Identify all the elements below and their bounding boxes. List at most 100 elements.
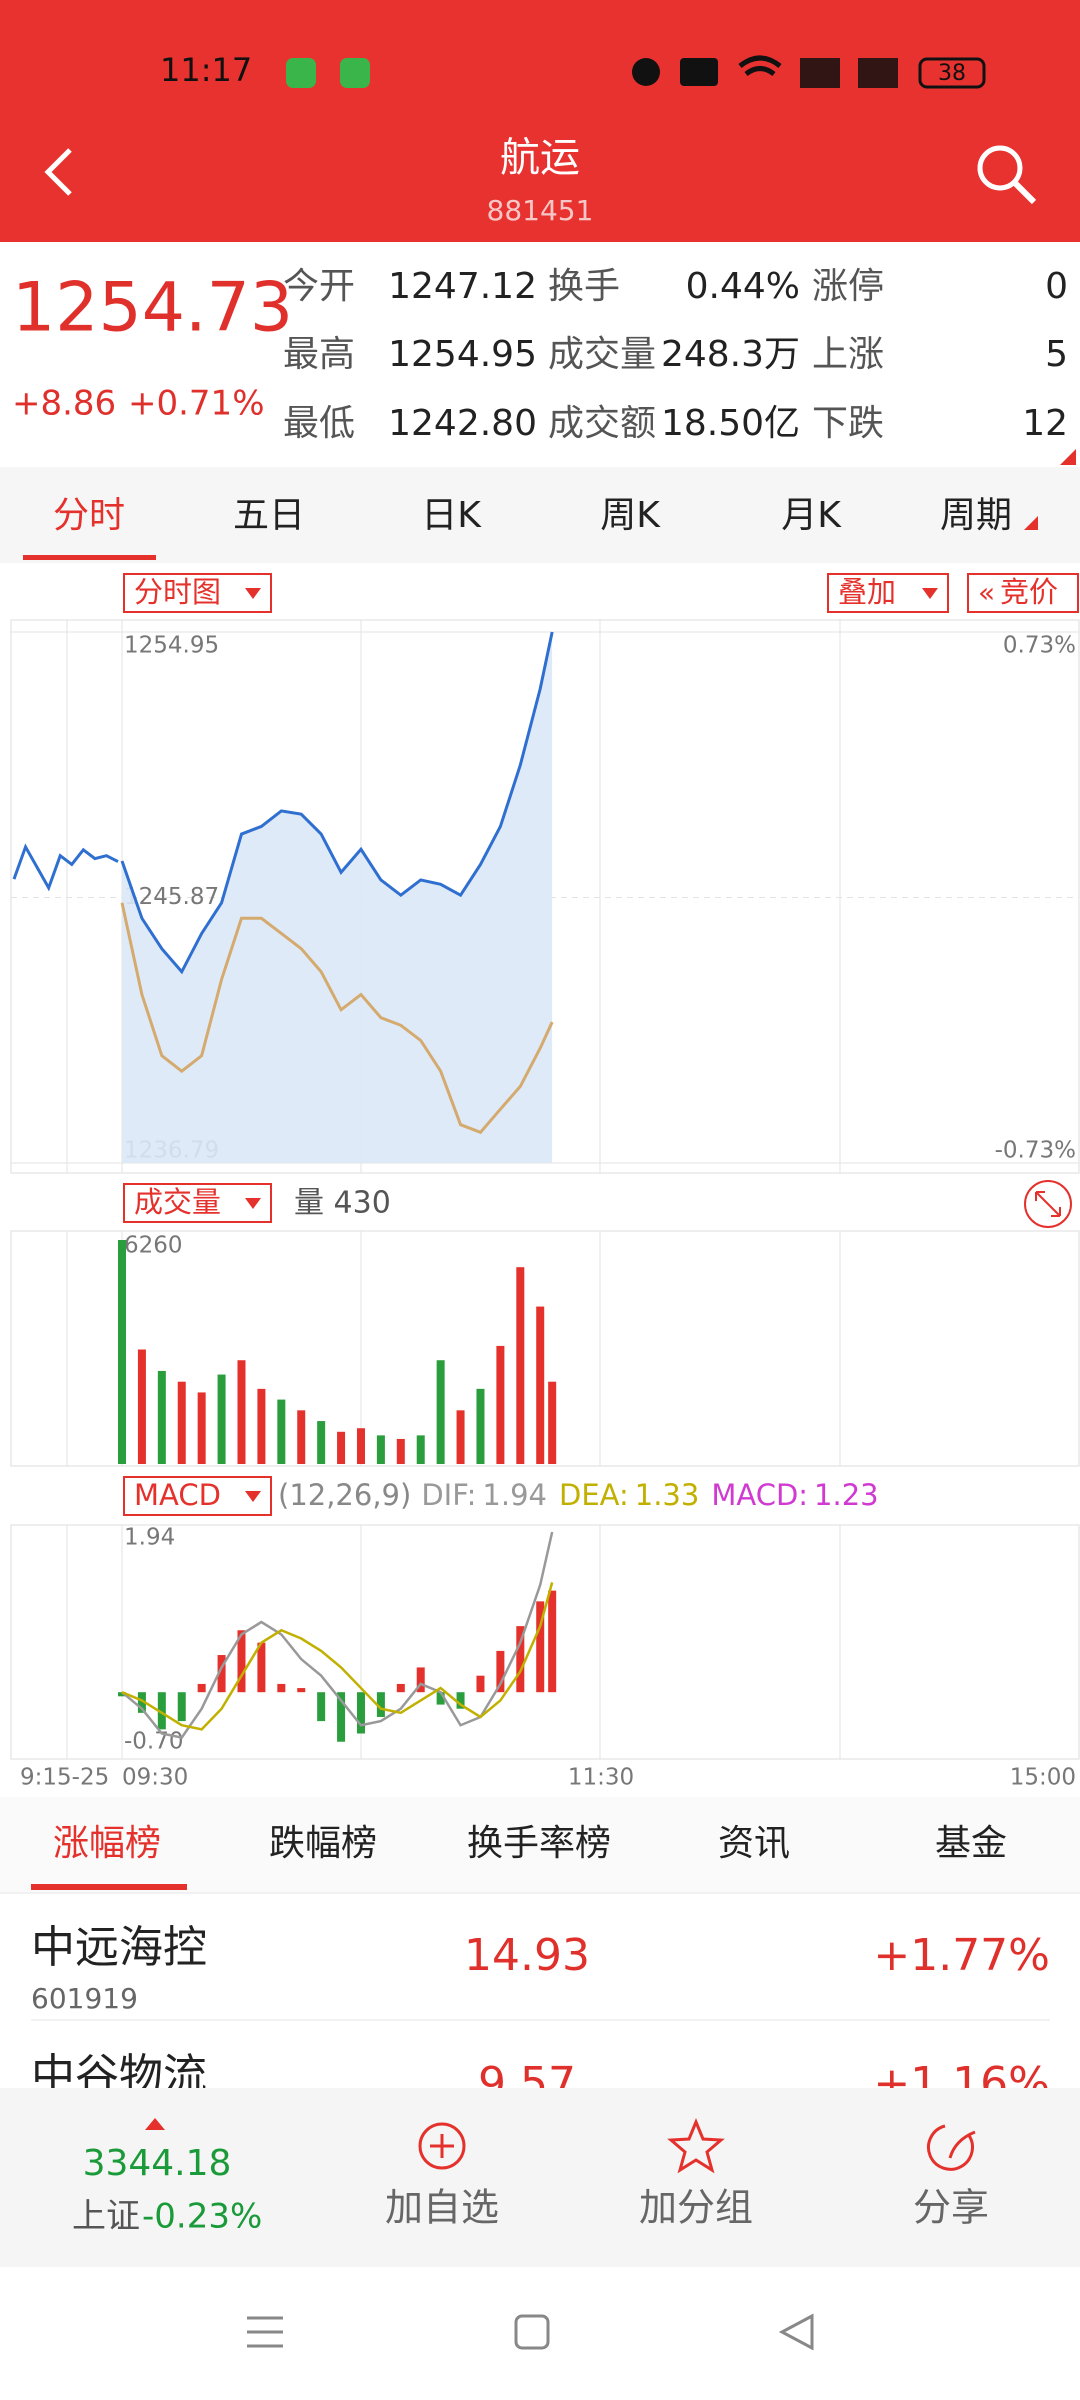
stat-label: 换手 xyxy=(548,266,620,307)
macd-line xyxy=(121,1582,554,1731)
header-bg xyxy=(0,0,1080,242)
toolbar-action[interactable]: 分享 xyxy=(913,2186,989,2230)
volume-bar xyxy=(536,1306,545,1464)
expand-button[interactable] xyxy=(1024,1180,1072,1228)
add-icon xyxy=(418,2122,466,2170)
battery xyxy=(918,57,986,89)
tab-underline xyxy=(23,555,156,560)
search-button[interactable] xyxy=(977,145,1037,205)
volume-bar xyxy=(376,1435,385,1464)
toolbar-action[interactable]: 加自选 xyxy=(385,2186,499,2230)
y2-tick-label: -0.73% xyxy=(995,1138,1076,1164)
volume-bar xyxy=(317,1421,326,1464)
menu-label: MACD xyxy=(134,1478,221,1512)
volume-bar xyxy=(416,1435,425,1464)
volume-bar xyxy=(356,1428,365,1464)
macd-bar xyxy=(237,1630,246,1693)
volume-bar xyxy=(217,1374,226,1464)
menu-button[interactable] xyxy=(123,1183,272,1223)
price-area xyxy=(122,632,553,1163)
battery-level: 38 xyxy=(938,61,966,86)
volume-bar xyxy=(197,1392,206,1464)
volume-bar xyxy=(496,1345,505,1464)
macd-bar xyxy=(197,1683,206,1693)
back-button[interactable] xyxy=(44,148,72,196)
period-tab[interactable]: 分时 xyxy=(53,495,125,536)
menu-arrow xyxy=(245,1491,261,1502)
nav-bar xyxy=(247,2313,814,2351)
chart-frame xyxy=(10,619,1080,1174)
auction-button[interactable] xyxy=(967,573,1079,613)
star-icon xyxy=(667,2118,725,2174)
stat-label: 涨停 xyxy=(812,266,884,307)
y2-tick-label: 0.73% xyxy=(1003,633,1076,659)
app-icon xyxy=(340,58,370,88)
macd-bar xyxy=(177,1692,186,1722)
list-tab[interactable]: 基金 xyxy=(935,1823,1007,1864)
volume-bar xyxy=(476,1388,485,1464)
macd-bar xyxy=(496,1650,505,1693)
toolbar-action[interactable]: 加分组 xyxy=(639,2186,753,2230)
stat-value: 248.3万 xyxy=(661,334,800,375)
macd-bar xyxy=(456,1692,465,1709)
menu-arrow xyxy=(245,588,261,599)
tab-bar xyxy=(0,467,1080,563)
expand-icon xyxy=(1035,1191,1061,1217)
macd-params: (12,26,9) xyxy=(278,1478,411,1512)
stock-code: 601919 xyxy=(31,1982,138,2015)
volume-bar xyxy=(118,1240,126,1464)
volume-bar xyxy=(177,1381,186,1464)
list-tab[interactable]: 涨幅榜 xyxy=(53,1823,161,1864)
stat-label: 下跌 xyxy=(812,403,884,444)
corner-mark xyxy=(1060,449,1076,465)
macd-bar xyxy=(297,1688,306,1693)
stat-value: 1254.95 xyxy=(388,334,537,375)
stat-value: 12 xyxy=(1022,403,1068,444)
title: 航运 xyxy=(500,135,580,181)
y-tick-label: -0.70 xyxy=(124,1729,184,1755)
list-tab-bar xyxy=(0,1797,1080,1893)
menu-button[interactable] xyxy=(123,573,272,613)
macd-bar xyxy=(476,1675,485,1693)
change-pct: +0.71% xyxy=(128,384,265,424)
menu-arrow xyxy=(922,588,938,599)
macd-bar xyxy=(548,1590,557,1693)
volume-bar xyxy=(436,1360,445,1464)
period-tab[interactable]: 周期 xyxy=(940,495,1012,536)
volume-bar xyxy=(548,1381,557,1464)
menu-button[interactable] xyxy=(123,1476,272,1516)
period-tab[interactable]: 五日 xyxy=(233,495,305,536)
macd-bar xyxy=(356,1692,365,1734)
stat-value: 0.44% xyxy=(686,266,800,307)
macd-bar xyxy=(118,1692,126,1697)
list-tab[interactable]: 换手率榜 xyxy=(467,1823,611,1864)
macd-bar xyxy=(317,1692,326,1722)
volume-bar xyxy=(257,1388,266,1464)
period-tab[interactable]: 日K xyxy=(421,495,482,536)
status-time: 11:17 xyxy=(160,51,252,89)
menu-label: 成交量 xyxy=(134,1185,221,1219)
x-tick-label: 15:00 xyxy=(1010,1765,1076,1791)
volume-bar xyxy=(396,1438,405,1464)
stat-label: 今开 xyxy=(283,266,355,307)
stat-label: 上涨 xyxy=(812,334,884,375)
macd-bar xyxy=(396,1683,405,1693)
legend-value: 1.94 xyxy=(482,1478,547,1512)
stock-name[interactable]: 中远海控 xyxy=(31,1922,207,1973)
volume-bar xyxy=(137,1349,146,1464)
list-tab[interactable]: 资讯 xyxy=(718,1823,790,1864)
legend-label: MACD: xyxy=(711,1478,808,1512)
y-tick-label: 1245.87 xyxy=(124,884,219,910)
signal-icon xyxy=(858,58,898,88)
period-tab[interactable]: 周K xyxy=(600,495,661,536)
macd-bar xyxy=(376,1692,385,1717)
macd-bar xyxy=(277,1683,286,1693)
macd-bar xyxy=(416,1667,425,1693)
list-tab[interactable]: 跌幅榜 xyxy=(269,1823,377,1864)
chart-frame xyxy=(10,1230,1080,1467)
volume-label: 量 430 xyxy=(294,1186,391,1221)
period-tab[interactable]: 月K xyxy=(781,495,842,536)
x-tick-label: 9:15-25 xyxy=(20,1765,109,1791)
